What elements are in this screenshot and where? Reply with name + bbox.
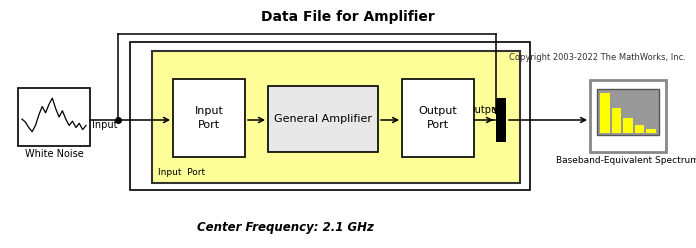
Text: White Noise: White Noise <box>24 149 84 159</box>
Bar <box>18 88 90 146</box>
Text: Copyright 2003-2022 The MathWorks, Inc.: Copyright 2003-2022 The MathWorks, Inc. <box>509 53 686 62</box>
Bar <box>590 80 666 152</box>
Text: General Amplifier: General Amplifier <box>274 114 372 124</box>
Bar <box>152 51 520 183</box>
Bar <box>647 129 656 133</box>
Text: Output
Port: Output Port <box>418 106 457 130</box>
Text: Output: Output <box>468 105 502 115</box>
Bar <box>635 125 644 133</box>
Bar <box>612 108 622 133</box>
Text: Input  Port: Input Port <box>158 168 205 177</box>
Bar <box>173 79 245 157</box>
Bar <box>130 42 530 190</box>
Text: Input: Input <box>92 120 118 130</box>
Text: Input
Port: Input Port <box>195 106 223 130</box>
Bar <box>597 89 659 135</box>
Bar <box>268 86 378 152</box>
Text: Center Frequency: 2.1 GHz: Center Frequency: 2.1 GHz <box>196 221 374 234</box>
Bar <box>402 79 474 157</box>
Bar <box>623 118 633 133</box>
Text: Baseband-Equivalent Spectrum: Baseband-Equivalent Spectrum <box>557 156 696 165</box>
Bar <box>600 93 610 133</box>
Bar <box>496 98 506 142</box>
Text: Data File for Amplifier: Data File for Amplifier <box>261 10 435 24</box>
